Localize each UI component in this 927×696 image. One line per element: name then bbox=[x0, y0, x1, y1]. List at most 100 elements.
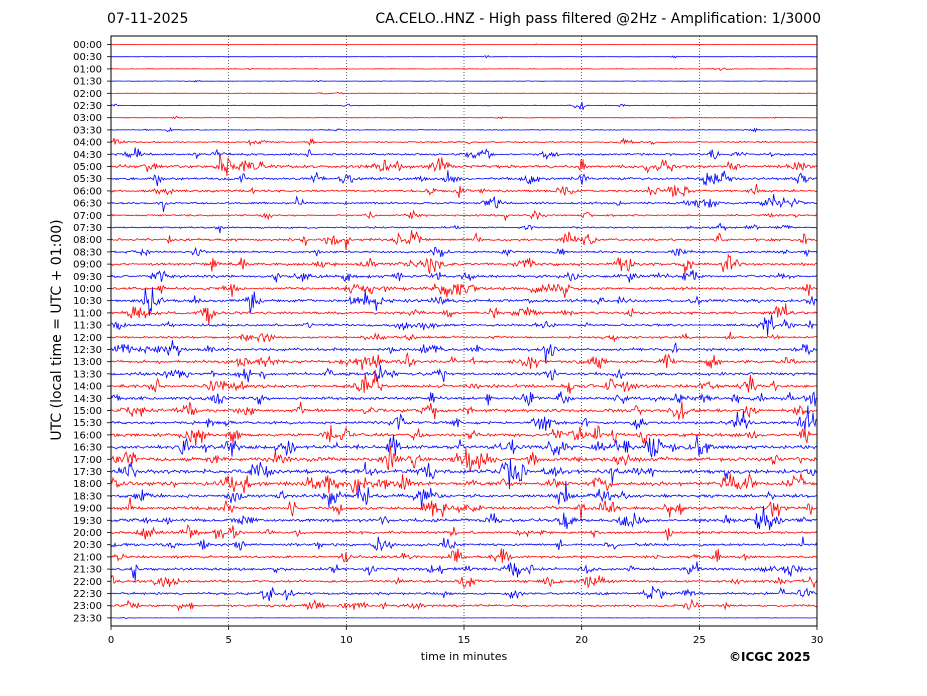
y-tick-label: 18:30 bbox=[73, 491, 102, 502]
y-tick-label: 23:00 bbox=[73, 601, 102, 612]
trace-1500 bbox=[110, 401, 818, 420]
y-tick-label: 22:00 bbox=[73, 577, 102, 588]
trace-1300 bbox=[110, 352, 818, 371]
x-ticks: 0 5 10 15 20 25 30 bbox=[108, 626, 823, 646]
y-tick-label: 05:30 bbox=[73, 174, 102, 185]
chart-title: CA.CELO..HNZ - High pass filtered @2Hz -… bbox=[375, 11, 821, 27]
trace-1600 bbox=[110, 424, 818, 447]
y-tick-label: 11:30 bbox=[73, 321, 102, 332]
y-tick-label: 18:00 bbox=[73, 479, 102, 490]
trace-1230 bbox=[110, 340, 818, 364]
x-tick-label: 20 bbox=[575, 635, 588, 646]
trace-1400 bbox=[110, 369, 818, 394]
trace-1700 bbox=[110, 445, 818, 472]
trace-2330 bbox=[111, 617, 817, 619]
y-tick-label: 09:00 bbox=[73, 260, 102, 271]
x-tick-label: 25 bbox=[693, 635, 706, 646]
y-tick-label: 17:30 bbox=[73, 467, 102, 478]
trace-0330 bbox=[110, 126, 818, 133]
x-tick-label: 10 bbox=[340, 635, 353, 646]
trace-0900 bbox=[110, 253, 818, 275]
x-tick-label: 15 bbox=[458, 635, 471, 646]
x-tick-label: 0 bbox=[108, 635, 114, 646]
y-tick-label: 09:30 bbox=[73, 272, 102, 283]
y-axis-label: UTC (local time = UTC + 01:00) bbox=[49, 219, 65, 441]
trace-2030 bbox=[110, 536, 818, 552]
trace-0030 bbox=[111, 54, 818, 59]
y-tick-label: 08:00 bbox=[73, 235, 102, 246]
y-tick-label: 15:30 bbox=[73, 418, 102, 429]
y-tick-label: 23:30 bbox=[73, 613, 102, 624]
y-tick-label: 02:00 bbox=[73, 89, 102, 100]
trace-1130 bbox=[110, 314, 817, 336]
y-tick-label: 03:30 bbox=[73, 125, 102, 136]
y-tick-label: 12:30 bbox=[73, 345, 102, 356]
y-tick-label: 14:30 bbox=[73, 394, 102, 405]
y-tick-label: 13:30 bbox=[73, 369, 102, 380]
copyright-label: ©ICGC 2025 bbox=[729, 650, 811, 664]
y-tick-label: 20:00 bbox=[73, 528, 102, 539]
trace-2100 bbox=[110, 548, 818, 563]
trace-1830 bbox=[110, 480, 818, 509]
y-tick-label: 01:30 bbox=[73, 77, 102, 88]
y-tick-label: 19:00 bbox=[73, 504, 102, 515]
y-tick-label: 08:30 bbox=[73, 247, 102, 258]
y-tick-label: 06:30 bbox=[73, 199, 102, 210]
trace-1930 bbox=[110, 505, 818, 531]
trace-0000 bbox=[110, 43, 817, 46]
trace-2000 bbox=[110, 524, 818, 541]
trace-0400 bbox=[110, 137, 818, 147]
trace-2230 bbox=[110, 586, 817, 602]
y-tick-label: 11:00 bbox=[73, 308, 102, 319]
y-tick-label: 15:00 bbox=[73, 406, 102, 417]
y-tick-label: 02:30 bbox=[73, 101, 102, 112]
trace-0200 bbox=[110, 91, 818, 95]
trace-1900 bbox=[110, 497, 818, 520]
y-tick-label: 06:00 bbox=[73, 186, 102, 197]
trace-1630 bbox=[110, 435, 818, 458]
y-tick-label: 13:00 bbox=[73, 357, 102, 368]
y-tick-label: 07:30 bbox=[73, 223, 102, 234]
y-tick-label: 19:30 bbox=[73, 516, 102, 527]
trace-2130 bbox=[110, 561, 818, 581]
y-tick-label: 10:00 bbox=[73, 284, 102, 295]
y-tick-label: 04:00 bbox=[73, 138, 102, 149]
y-tick-label: 00:00 bbox=[73, 40, 102, 51]
trace-0800 bbox=[110, 230, 818, 251]
trace-0430 bbox=[110, 147, 817, 161]
trace-1430 bbox=[110, 391, 818, 407]
trace-0830 bbox=[110, 246, 818, 258]
trace-1530 bbox=[110, 405, 818, 431]
trace-1000 bbox=[110, 283, 818, 298]
y-tick-label: 05:00 bbox=[73, 162, 102, 173]
y-tick-label: 17:00 bbox=[73, 455, 102, 466]
y-tick-label: 16:00 bbox=[73, 430, 102, 441]
trace-0130 bbox=[110, 79, 818, 83]
y-tick-label: 21:00 bbox=[73, 552, 102, 563]
trace-1330 bbox=[110, 365, 818, 383]
trace-0100 bbox=[110, 67, 817, 72]
y-tick-label: 03:00 bbox=[73, 113, 102, 124]
x-tick-label: 5 bbox=[225, 635, 231, 646]
trace-1200 bbox=[110, 331, 818, 343]
y-tick-label: 20:30 bbox=[73, 540, 102, 551]
trace-0630 bbox=[110, 193, 818, 212]
trace-0300 bbox=[110, 115, 818, 120]
trace-0500 bbox=[110, 154, 818, 177]
y-tick-label: 14:00 bbox=[73, 382, 102, 393]
y-tick-label: 07:00 bbox=[73, 211, 102, 222]
date-label: 07-11-2025 bbox=[107, 11, 189, 27]
y-tick-label: 21:30 bbox=[73, 565, 102, 576]
trace-0600 bbox=[110, 184, 818, 198]
trace-2300 bbox=[110, 598, 818, 612]
trace-1800 bbox=[110, 473, 818, 495]
x-axis-label: time in minutes bbox=[420, 650, 508, 663]
trace-1100 bbox=[110, 303, 818, 325]
seismic-traces bbox=[110, 43, 818, 619]
y-tick-label: 01:00 bbox=[73, 64, 102, 75]
y-tick-label: 10:30 bbox=[73, 296, 102, 307]
y-tick-label: 12:00 bbox=[73, 333, 102, 344]
y-tick-label: 00:30 bbox=[73, 52, 102, 63]
